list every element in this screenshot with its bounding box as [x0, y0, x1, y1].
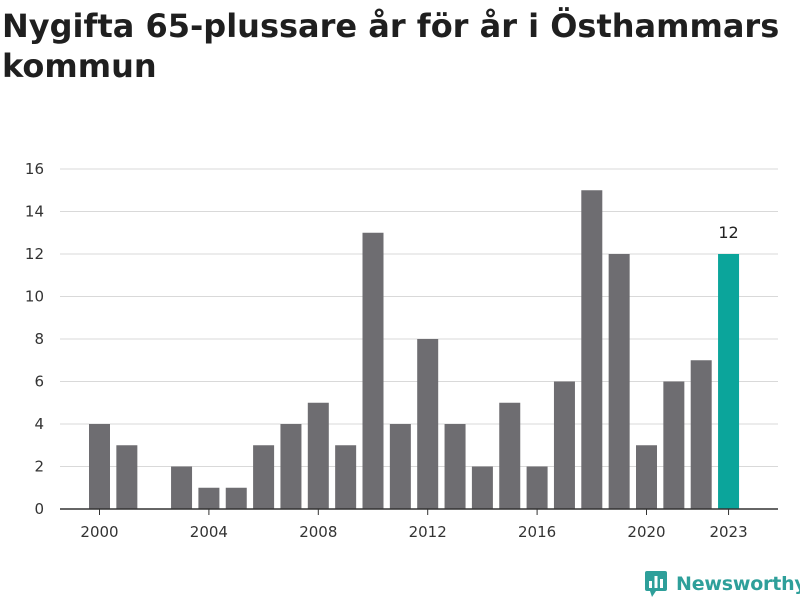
x-tick-label: 2000 — [80, 523, 118, 541]
y-tick-label: 8 — [34, 330, 44, 348]
y-tick-label: 0 — [34, 500, 44, 518]
y-tick-label: 6 — [34, 373, 44, 391]
bar-2017 — [553, 381, 575, 509]
y-tick-label: 12 — [25, 245, 44, 263]
bar-2019 — [608, 254, 630, 509]
bar-2005 — [225, 487, 247, 509]
bar-2015 — [499, 402, 521, 509]
data-labels: 12 — [718, 223, 738, 242]
bar-2009 — [335, 445, 357, 509]
chart-title: Nygifta 65-plussare år för år i Östhamma… — [2, 7, 780, 85]
newsworthy-logo-icon — [645, 571, 667, 597]
bar-2014 — [471, 466, 493, 509]
y-tick-label: 2 — [34, 458, 44, 476]
bar-2006 — [253, 445, 275, 509]
bar-2023 — [718, 254, 740, 509]
y-tick-label: 4 — [34, 415, 44, 433]
x-tick-label: 2023 — [709, 523, 747, 541]
bar-2010 — [362, 232, 384, 509]
bar-2008 — [307, 402, 329, 509]
y-tick-label: 16 — [25, 160, 44, 178]
x-tick-label: 2012 — [409, 523, 447, 541]
bar-2020 — [636, 445, 657, 509]
brand-name: Newsworthy — [676, 573, 800, 595]
bar-2012 — [417, 339, 439, 509]
y-tick-label: 10 — [25, 288, 44, 306]
y-axis-ticks: 0 2 4 6 8 10 12 14 16 — [25, 160, 44, 518]
bar-2001 — [116, 445, 138, 509]
bar-2011 — [389, 424, 411, 509]
data-label-2023: 12 — [718, 223, 738, 242]
bar-2004 — [198, 487, 220, 509]
x-tick-label: 2016 — [518, 523, 556, 541]
bar-2022 — [690, 360, 712, 509]
bar-2003 — [171, 466, 193, 509]
x-tick-label: 2004 — [190, 523, 228, 541]
bar-2013 — [444, 424, 466, 509]
bar-2021 — [663, 381, 685, 509]
bar-2016 — [526, 466, 548, 509]
bar-2000 — [89, 424, 110, 509]
y-tick-label: 14 — [25, 203, 44, 221]
x-tick-label: 2020 — [627, 523, 665, 541]
bars — [89, 190, 740, 509]
x-tick-label: 2008 — [299, 523, 337, 541]
x-axis-ticks: 2000 2004 2008 2012 2016 2020 2023 — [80, 509, 748, 541]
newsworthy-logo: Newsworthy — [644, 569, 800, 599]
bar-2018 — [581, 190, 603, 509]
bar-2007 — [280, 424, 302, 509]
